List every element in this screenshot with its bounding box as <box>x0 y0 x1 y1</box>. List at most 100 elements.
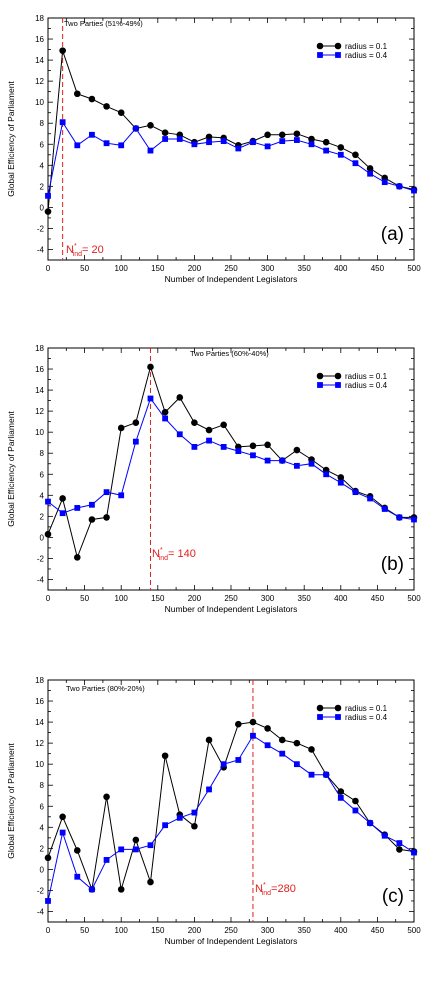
y-tick-label: 2 <box>40 512 45 521</box>
y-tick-label: 16 <box>35 365 44 374</box>
data-point-square <box>367 170 373 177</box>
y-tick-label: 12 <box>35 739 44 748</box>
y-axis-label: Global Efficiency of Parliament <box>6 743 16 859</box>
critical-label-value: = 20 <box>82 244 104 256</box>
x-tick-label: 50 <box>80 264 89 273</box>
data-point-square <box>147 147 154 154</box>
y-tick-label: 0 <box>40 533 45 542</box>
legend-label: radius = 0.1 <box>345 372 388 381</box>
data-point-circle <box>337 144 345 151</box>
y-tick-label: -4 <box>37 245 45 254</box>
data-point-square <box>132 438 139 445</box>
x-tick-label: 100 <box>115 264 129 273</box>
y-tick-label: 18 <box>35 344 44 353</box>
series-line-2 <box>47 397 415 520</box>
legend-marker-square <box>335 382 341 388</box>
data-point-square <box>147 395 154 402</box>
data-point-circle <box>88 95 96 103</box>
critical-label-sup: * <box>160 547 163 554</box>
data-point-square <box>381 832 388 839</box>
data-point-square <box>367 495 373 502</box>
y-tick-label: 6 <box>40 470 45 479</box>
data-point-square <box>176 431 183 438</box>
critical-label-value: =280 <box>271 883 296 895</box>
data-point-circle <box>352 151 359 159</box>
data-point-circle <box>220 421 227 429</box>
y-tick-label: 10 <box>35 760 44 769</box>
data-point-square <box>279 750 286 757</box>
data-point-circle <box>73 847 81 854</box>
data-point-square <box>250 452 256 459</box>
legend-marker-square <box>335 52 341 58</box>
data-point-square <box>381 179 388 186</box>
y-tick-label: 14 <box>35 386 44 395</box>
y-tick-label: 18 <box>35 14 44 23</box>
chart-panel-a: 0 50 100 150 200 250 300 350 400 450 500 -4 -2 0 2 4 6 8 1… <box>6 14 421 284</box>
critical-line-label: N* ind= 140 <box>152 547 196 562</box>
data-point-circle <box>308 135 315 143</box>
data-point-circle <box>264 131 271 139</box>
data-point-square <box>308 771 315 778</box>
x-tick-label: 250 <box>224 926 238 935</box>
critical-label-sub: ind <box>262 890 271 897</box>
data-point-circle <box>44 854 52 862</box>
data-point-circle <box>176 394 184 401</box>
chart-panel-c: 0 50 100 150 200 250 300 350 400 450 500 -4 -2 0 2 4 6 8 1… <box>6 676 421 946</box>
data-point-square <box>74 873 81 880</box>
y-tick-label: -4 <box>37 575 45 584</box>
legend-marker-circle <box>334 372 342 380</box>
x-axis-label: Number of Independent Legislators <box>165 274 298 284</box>
data-point-square <box>206 786 212 793</box>
x-tick-label: 250 <box>224 264 238 273</box>
series-line-1 <box>47 365 414 560</box>
x-tick-label: 150 <box>151 264 165 273</box>
data-point-circle <box>103 793 110 801</box>
x-tick-label: 500 <box>407 264 421 273</box>
y-tick-label: 12 <box>35 407 44 416</box>
critical-label-main: N <box>66 244 74 256</box>
data-point-square <box>293 137 300 143</box>
data-point-square <box>220 444 227 450</box>
data-point-square <box>176 136 183 142</box>
data-point-circle <box>293 739 301 747</box>
y-tick-label: 6 <box>40 140 45 149</box>
x-tick-label: 350 <box>298 926 312 935</box>
data-point-square <box>59 119 66 126</box>
x-tick-label: 0 <box>46 594 51 603</box>
critical-line-label: N* ind=280 <box>255 882 296 897</box>
data-point-circle <box>132 836 140 844</box>
data-point-square <box>367 820 373 826</box>
data-point-square <box>396 840 403 846</box>
x-tick-label: 400 <box>334 594 348 603</box>
data-point-circle <box>59 47 66 54</box>
data-point-circle <box>117 109 125 116</box>
data-point-square <box>381 506 388 512</box>
y-tick-label: 18 <box>35 676 44 685</box>
x-tick-label: 200 <box>188 264 202 273</box>
data-point-square <box>162 822 169 829</box>
data-point-circle <box>366 165 374 172</box>
legend-label: radius = 0.1 <box>345 42 388 51</box>
legend-marker-circle <box>316 372 324 380</box>
y-tick-label: -2 <box>37 886 45 895</box>
x-axis-label: Number of Independent Legislators <box>165 604 298 614</box>
data-point-square <box>89 501 95 508</box>
data-point-square <box>74 142 81 149</box>
data-point-circle <box>59 495 66 502</box>
data-point-square <box>89 131 95 138</box>
y-tick-label: 14 <box>35 56 44 65</box>
legend-marker-square <box>335 714 341 720</box>
data-point-circle <box>117 886 125 893</box>
legend-label: radius = 0.1 <box>345 704 388 713</box>
x-tick-label: 350 <box>298 264 312 273</box>
data-point-circle <box>147 878 154 886</box>
data-point-circle <box>278 131 286 139</box>
critical-label-main: N <box>255 883 263 895</box>
x-tick-label: 500 <box>407 594 421 603</box>
data-point-circle <box>352 797 359 805</box>
data-point-square <box>103 489 110 496</box>
series-line-2 <box>47 120 415 196</box>
data-point-square <box>45 192 51 199</box>
y-axis-label: Global Efficiency of Parliament <box>6 411 16 527</box>
data-point-circle <box>205 426 213 434</box>
